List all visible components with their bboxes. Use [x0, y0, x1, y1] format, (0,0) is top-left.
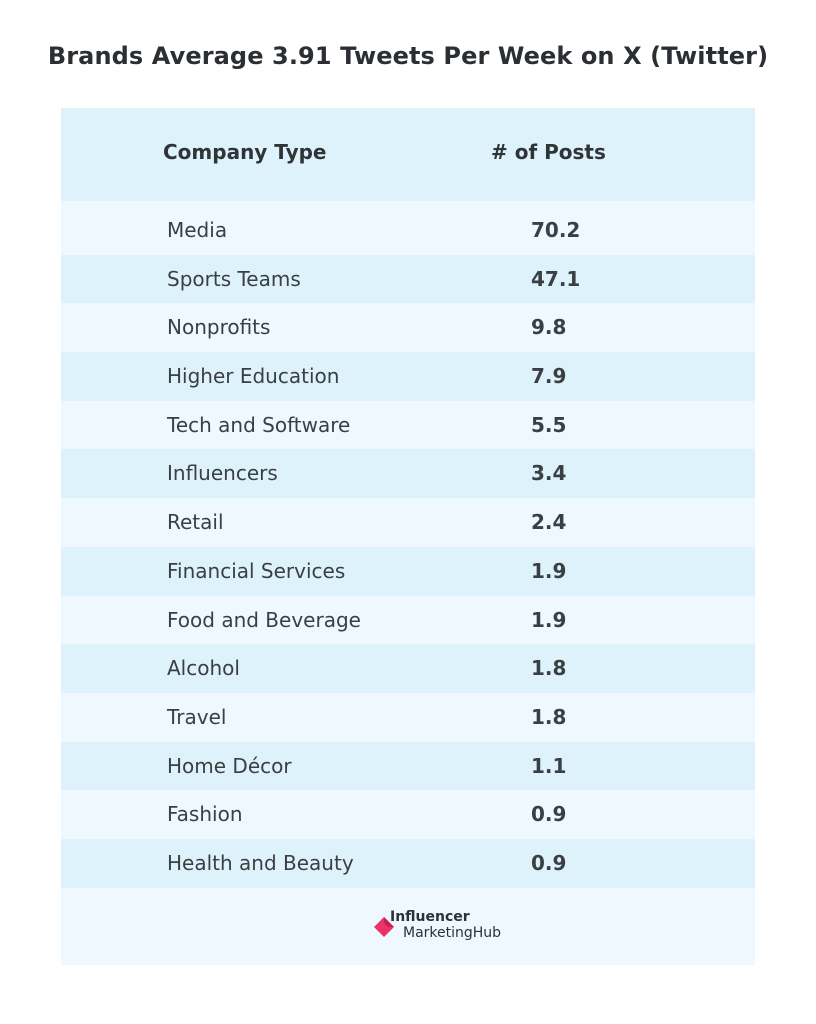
company-type-cell: Alcohol — [167, 656, 240, 681]
chart-title: Brands Average 3.91 Tweets Per Week on X… — [47, 42, 769, 70]
influencer-marketing-hub-logo: Influencer MarketingHub — [374, 909, 514, 945]
logo-text-marketinghub: MarketingHub — [403, 925, 502, 941]
table-row: Influencers 3.4 — [61, 449, 755, 499]
company-type-cell: Media — [167, 218, 228, 242]
company-type-cell: Tech and Software — [167, 412, 351, 437]
company-type-cell: Retail — [167, 510, 224, 535]
company-type-cell: Influencers — [167, 461, 278, 486]
company-type-cell: Higher Education — [167, 364, 340, 389]
company-type-cell: Home Décor — [167, 753, 292, 778]
table-row: Tech and Software 5.5 — [61, 401, 755, 450]
company-type-cell: Food and Beverage — [167, 607, 361, 632]
logo-mark-icon — [374, 917, 394, 937]
column-header-posts: # of Posts — [491, 140, 606, 164]
company-type-cell: Fashion — [167, 802, 243, 827]
table-row: Health and Beauty 0.9 — [61, 838, 755, 888]
data-table: Company Type # of Posts Media 70.2 Sports … — [61, 108, 755, 965]
company-type-cell: Sports Teams — [167, 266, 301, 291]
table-row: Travel 1.8 — [61, 693, 755, 742]
logo-text-influencer: Influencer — [390, 909, 470, 925]
posts-value-cell: 1.9 — [531, 607, 567, 632]
company-type-cell: Nonprofits — [167, 315, 271, 340]
table-row: Food and Beverage 1.9 — [61, 596, 755, 645]
table-row: Higher Education 7.9 — [61, 352, 755, 401]
posts-value-cell: 70.2 — [531, 218, 581, 242]
table-row: Financial Services 1.9 — [61, 546, 755, 596]
table-row: Sports Teams 47.1 — [61, 254, 755, 304]
table-row: Home Décor 1.1 — [61, 741, 755, 791]
company-type-cell: Financial Services — [167, 558, 346, 583]
posts-value-cell: 9.8 — [531, 315, 567, 340]
posts-value-cell: 3.4 — [531, 461, 567, 486]
posts-value-cell: 1.8 — [531, 704, 567, 729]
column-header-company-type: Company Type — [163, 140, 327, 164]
table-body: Media 70.2 Sports Teams 47.1 Nonprofits 9.8 Hi… — [61, 206, 755, 888]
table-header: Company Type # of Posts — [61, 108, 755, 201]
company-type-cell: Health and Beauty — [167, 850, 354, 875]
table-row: Media 70.2 — [61, 206, 755, 255]
table-row: Alcohol 1.8 — [61, 644, 755, 693]
posts-value-cell: 7.9 — [531, 364, 567, 389]
posts-value-cell: 0.9 — [531, 850, 567, 875]
table-row: Nonprofits 9.8 — [61, 303, 755, 352]
posts-value-cell: 1.1 — [531, 753, 567, 778]
posts-value-cell: 47.1 — [531, 266, 581, 291]
posts-value-cell: 1.9 — [531, 558, 567, 583]
table-row: Retail 2.4 — [61, 498, 755, 547]
posts-value-cell: 0.9 — [531, 802, 567, 827]
posts-value-cell: 2.4 — [531, 510, 567, 535]
table-row: Fashion 0.9 — [61, 790, 755, 839]
posts-value-cell: 1.8 — [531, 656, 567, 681]
posts-value-cell: 5.5 — [531, 412, 567, 437]
company-type-cell: Travel — [167, 704, 227, 729]
